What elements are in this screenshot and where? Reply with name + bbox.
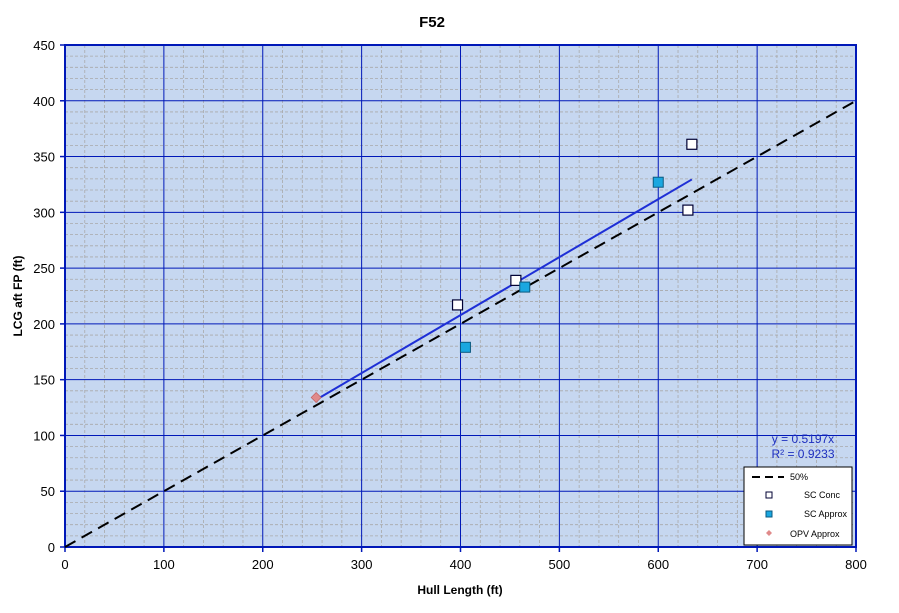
plot-border [64,44,857,548]
trendline [315,178,693,401]
data-point-sc-approx [519,281,531,293]
y-tick-label: 0 [48,540,55,555]
chart-title: F52 [419,14,445,31]
x-tick-label: 400 [450,557,472,572]
x-tick-label: 700 [746,557,768,572]
y-tick-label: 400 [33,94,55,109]
legend-label-50: 50% [790,472,808,482]
data-point-sc-conc [686,138,698,150]
trendline-equation: y = 0.5197x [772,432,834,446]
legend-filled-square-icon [765,510,773,518]
y-tick-label: 350 [33,150,55,165]
data-point-sc-conc [510,274,522,286]
x-tick-label: 500 [549,557,571,572]
y-tick-label: 450 [33,38,55,53]
legend-label-sc-conc: SC Conc [804,490,841,500]
y-tick-label: 100 [33,428,55,443]
x-tick-label: 800 [845,557,867,572]
trendline-r2: R² = 0.9233 [771,447,834,461]
legend-diamond-icon [766,530,772,536]
x-tick-label: 600 [647,557,669,572]
x-tick-label: 0 [61,557,68,572]
data-point-sc-conc [451,299,464,311]
x-tick-label: 100 [153,557,175,572]
data-point-sc-approx [459,341,471,353]
legend-open-square-icon [765,491,773,499]
data-point-opv-approx [310,392,322,404]
legend-label-opv-approx: OPV Approx [790,529,840,539]
y-tick-label: 300 [33,205,55,220]
y-tick-label: 150 [33,373,55,388]
y-axis-label: LCG aft FP (ft) [11,255,25,336]
y-tick-label: 200 [33,317,55,332]
y-tick-label: 50 [41,484,55,499]
y-tick-label: 250 [33,261,55,276]
legend: 50% SC Conc SC Approx OPV Approx [743,466,853,546]
plot-area: 0 100 200 300 400 500 600 700 800 0 50 100 150 200 250… [33,38,867,572]
x-tick-label: 300 [351,557,373,572]
legend-label-sc-approx: SC Approx [804,509,848,519]
x-axis-label: Hull Length (ft) [417,583,502,597]
x-tick-label: 200 [252,557,274,572]
data-point-sc-approx [652,176,664,188]
data-point-sc-conc [682,204,694,216]
